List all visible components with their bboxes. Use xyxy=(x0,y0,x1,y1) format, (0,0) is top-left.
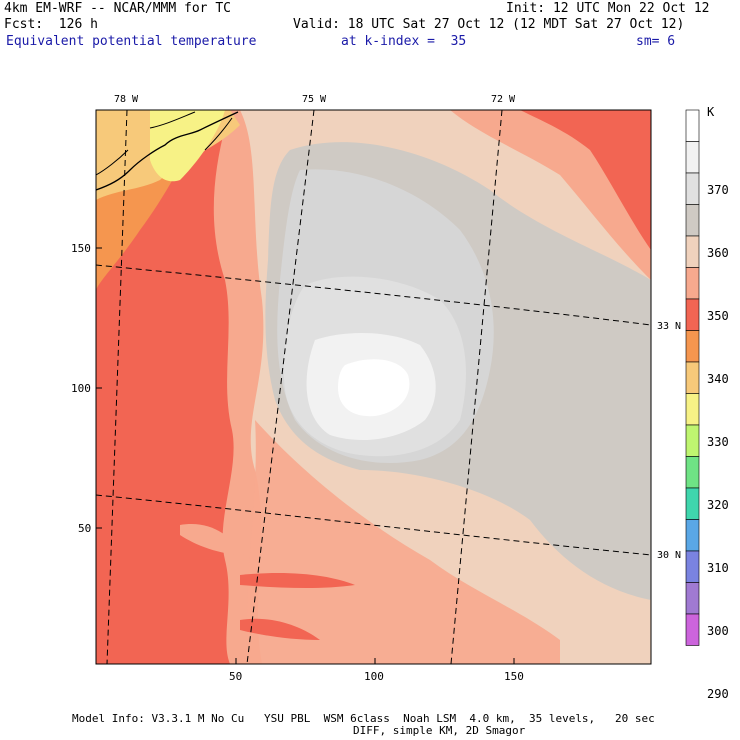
colorbar-label: 320 xyxy=(707,498,729,512)
field-name: Equivalent potential temperature xyxy=(6,34,257,49)
forecast-hour: Fcst: 126 h xyxy=(4,17,98,32)
colorbar: 370360350340330320310300290280 xyxy=(685,109,729,701)
colorbar-label: 340 xyxy=(707,372,729,386)
x-tick-150: 150 xyxy=(504,670,524,683)
colorbar-unit: K xyxy=(707,105,715,119)
colorbar-swatch xyxy=(685,393,700,426)
colorbar-label: 350 xyxy=(707,309,729,323)
lon-label-72w: 72 W xyxy=(491,94,516,105)
model-diffusion: DIFF, simple KM, 2D Smagor xyxy=(353,724,526,737)
smoothing: sm= 6 xyxy=(636,34,676,49)
lon-label-75w: 75 W xyxy=(302,94,327,105)
colorbar-label: 360 xyxy=(707,246,729,260)
y-tick-100: 100 xyxy=(71,382,91,395)
colorbar-label: 330 xyxy=(707,435,729,449)
colorbar-swatch xyxy=(685,456,700,489)
colorbar-swatch xyxy=(685,487,700,520)
colorbar-label: 310 xyxy=(707,561,729,575)
lat-lon-grid xyxy=(96,110,651,664)
colorbar-swatch xyxy=(685,298,700,331)
colorbar-swatch xyxy=(685,550,700,583)
colorbar-swatch xyxy=(685,267,700,300)
map-frame xyxy=(95,109,652,665)
x-tick-100: 100 xyxy=(364,670,384,683)
theta-e-field xyxy=(96,110,651,664)
colorbar-label: 300 xyxy=(707,624,729,638)
level-index: at k-index = 35 xyxy=(341,34,467,49)
colorbar-swatch xyxy=(685,172,700,205)
valid-time: Valid: 18 UTC Sat 27 Oct 12 (12 MDT Sat … xyxy=(293,17,685,32)
lon-label-78w: 78 W xyxy=(114,94,139,105)
colorbar-swatch xyxy=(685,204,700,237)
colorbar-label: 290 xyxy=(707,687,729,701)
lat-label-33n: 33 N xyxy=(657,321,682,332)
colorbar-swatch xyxy=(685,424,700,457)
model-title: 4km EM-WRF -- NCAR/MMM for TC xyxy=(4,1,231,16)
colorbar-swatch xyxy=(685,613,700,646)
colorbar-swatch xyxy=(685,141,700,174)
colorbar-swatch xyxy=(685,582,700,615)
colorbar-swatch xyxy=(685,519,700,552)
colorbar-label: 370 xyxy=(707,183,729,197)
model-info: Model Info: V3.3.1 M No Cu YSU PBL WSM 6… xyxy=(72,712,655,725)
colorbar-swatch xyxy=(685,330,700,363)
y-tick-150: 150 xyxy=(71,242,91,255)
x-tick-50: 50 xyxy=(229,670,243,683)
init-time: Init: 12 UTC Mon 22 Oct 12 xyxy=(506,1,710,16)
lat-label-30n: 30 N xyxy=(657,550,682,561)
colorbar-swatch xyxy=(685,361,700,394)
colorbar-swatch xyxy=(685,235,700,268)
colorbar-swatch xyxy=(685,109,700,142)
y-tick-50: 50 xyxy=(78,522,92,535)
